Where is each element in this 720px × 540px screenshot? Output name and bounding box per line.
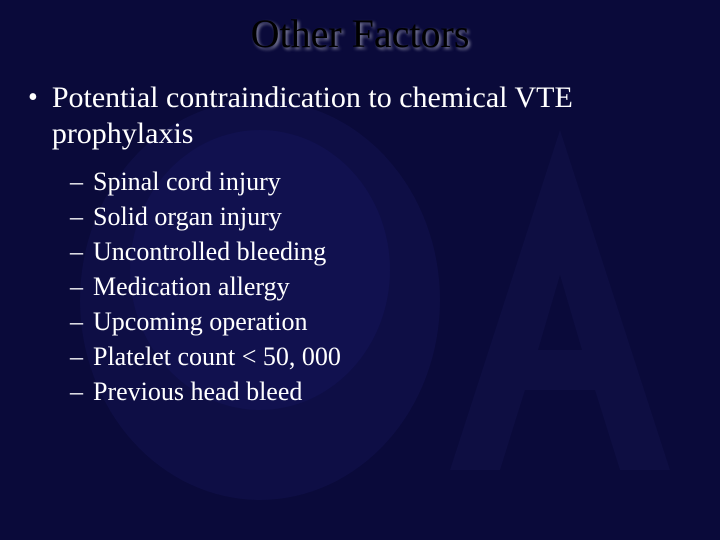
sub-item-text: Previous head bleed [93, 376, 302, 408]
dash-icon: – [70, 306, 83, 338]
list-item: – Platelet count < 50, 000 [70, 341, 692, 373]
sub-item-text: Spinal cord injury [93, 166, 281, 198]
slide-title: Other Factors [0, 10, 720, 57]
bullet-level1: • Potential contraindication to chemical… [28, 80, 692, 152]
sub-item-text: Platelet count < 50, 000 [93, 341, 341, 373]
list-item: – Uncontrolled bleeding [70, 236, 692, 268]
slide: Other Factors • Potential contraindicati… [0, 0, 720, 540]
sub-item-text: Medication allergy [93, 271, 290, 303]
list-item: – Solid organ injury [70, 201, 692, 233]
list-item: – Medication allergy [70, 271, 692, 303]
dash-icon: – [70, 166, 83, 198]
bullet-text: Potential contraindication to chemical V… [52, 80, 692, 152]
sub-item-text: Uncontrolled bleeding [93, 236, 326, 268]
sub-item-text: Solid organ injury [93, 201, 282, 233]
sub-item-text: Upcoming operation [93, 306, 307, 338]
dash-icon: – [70, 341, 83, 373]
dash-icon: – [70, 376, 83, 408]
dash-icon: – [70, 201, 83, 233]
dash-icon: – [70, 271, 83, 303]
sub-bullet-list: – Spinal cord injury – Solid organ injur… [70, 166, 692, 408]
list-item: – Upcoming operation [70, 306, 692, 338]
bullet-marker: • [28, 80, 38, 116]
list-item: – Spinal cord injury [70, 166, 692, 198]
dash-icon: – [70, 236, 83, 268]
list-item: – Previous head bleed [70, 376, 692, 408]
slide-content: • Potential contraindication to chemical… [28, 80, 692, 411]
